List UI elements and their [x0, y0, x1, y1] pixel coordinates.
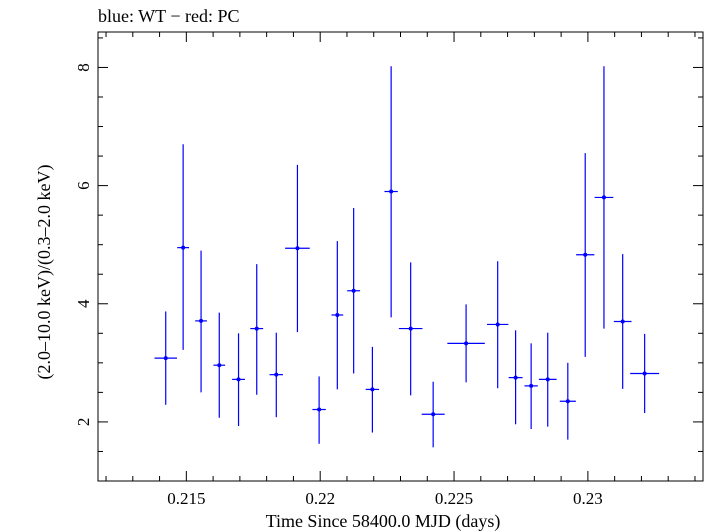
x-tick-label: 0.215: [167, 489, 205, 508]
point-marker: [583, 252, 588, 257]
point-marker: [370, 387, 375, 392]
point-marker: [351, 288, 356, 293]
point-marker: [545, 377, 550, 382]
data-point: [269, 332, 283, 418]
x-axis-label: Time Since 58400.0 MJD (days): [266, 511, 501, 532]
point-marker: [408, 326, 413, 331]
data-point: [594, 66, 614, 329]
point-marker: [529, 383, 534, 388]
data-point: [331, 241, 344, 390]
point-marker: [335, 312, 340, 317]
y-axis-ticks: [98, 37, 703, 482]
data-point: [347, 208, 361, 374]
data-point: [398, 262, 423, 396]
data-point: [613, 254, 632, 389]
y-tick-label: 8: [74, 63, 93, 72]
x-axis-tick-labels: 0.215 0.22 0.225 0.23: [167, 489, 603, 508]
data-point: [285, 164, 310, 333]
data-point: [524, 343, 538, 430]
point-marker: [295, 246, 300, 251]
data-point: [312, 376, 326, 444]
point-marker: [389, 189, 394, 194]
y-axis-label: (2.0–10.0 keV)/(0.3–2.0 keV): [34, 165, 55, 380]
data-point: [486, 261, 509, 389]
point-marker: [464, 341, 469, 346]
chart-title: blue: WT − red: PC: [98, 6, 239, 26]
x-tick-label: 0.225: [435, 489, 473, 508]
point-marker: [199, 318, 204, 323]
point-marker: [601, 195, 606, 200]
point-marker: [254, 326, 259, 331]
y-tick-label: 4: [74, 299, 93, 308]
data-point: [195, 250, 207, 393]
data-point: [250, 264, 264, 395]
x-tick-label: 0.23: [573, 489, 603, 508]
data-point: [447, 304, 485, 383]
y-axis-tick-labels: 2 4 6 8: [74, 63, 93, 426]
data-point: [177, 144, 190, 350]
data-point: [538, 332, 557, 427]
data-point: [576, 153, 595, 357]
data-point: [154, 311, 177, 405]
data-point: [421, 381, 445, 448]
plot-frame: [97, 31, 704, 482]
data-point: [630, 333, 660, 414]
data-point: [213, 312, 226, 418]
point-marker: [565, 399, 570, 404]
point-marker: [495, 322, 500, 327]
point-marker: [513, 375, 518, 380]
x-axis-ticks: [105, 32, 696, 481]
point-marker: [620, 319, 625, 324]
data-point: [559, 362, 576, 440]
point-marker: [217, 363, 222, 368]
data-point: [384, 66, 398, 318]
data-point: [508, 330, 523, 425]
data-point: [232, 333, 245, 427]
data-point: [365, 346, 380, 433]
data-points: [154, 66, 660, 448]
point-marker: [642, 371, 647, 376]
y-tick-label: 6: [74, 181, 93, 190]
point-marker: [431, 412, 436, 417]
point-marker: [274, 372, 279, 377]
y-tick-label: 2: [74, 418, 93, 427]
point-marker: [163, 356, 168, 361]
point-marker: [317, 407, 322, 412]
point-marker: [181, 245, 186, 250]
x-tick-label: 0.22: [305, 489, 335, 508]
point-marker: [236, 377, 241, 382]
